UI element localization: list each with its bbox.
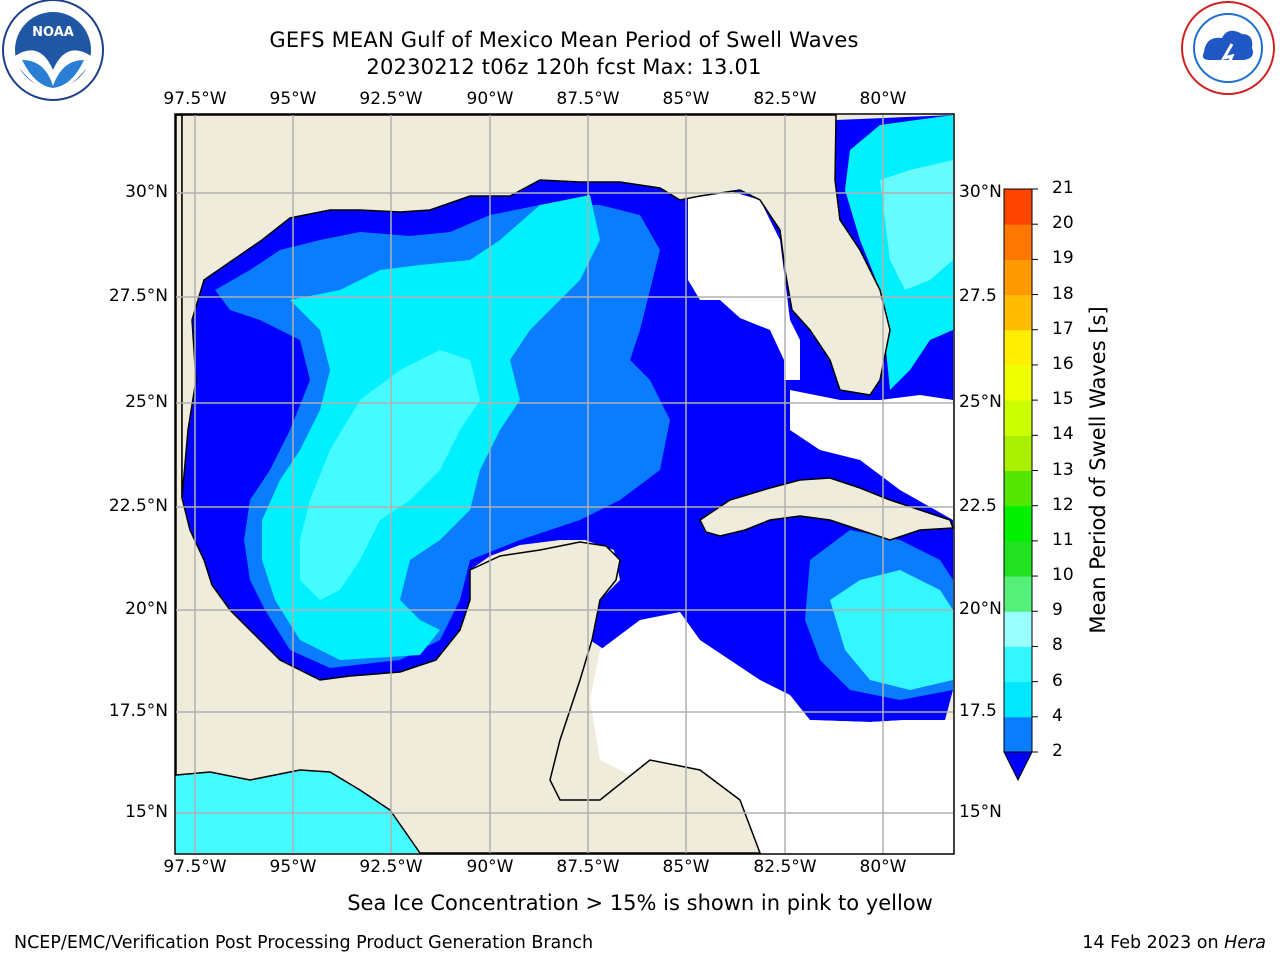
colorbar-tick-label: 6 <box>1052 670 1063 691</box>
colorbar-tick-label: 9 <box>1052 600 1063 621</box>
colorbar-tick-label: 13 <box>1052 459 1074 480</box>
colorbar-tick-label: 19 <box>1052 248 1074 269</box>
colorbar-segment <box>1004 576 1032 612</box>
lon-tick-top: 95°W <box>269 89 317 109</box>
footer-branch: NCEP/EMC/Verification Post Processing Pr… <box>14 933 594 953</box>
colorbar-segment <box>1004 611 1032 647</box>
no-data-east-gulf <box>688 188 800 380</box>
lon-tick-bottom: 87.5°W <box>556 857 620 877</box>
colorbar-label: Mean Period of Swell Waves [s] <box>1086 306 1110 634</box>
no-data-caribbean <box>590 612 953 853</box>
graticule <box>176 115 953 853</box>
lat-tick-left: 20°N <box>125 599 168 619</box>
noaa-logo-text: NOAA <box>32 25 74 40</box>
pacific-swell-zone <box>176 770 420 853</box>
lon-tick-bottom: 95°W <box>269 857 317 877</box>
lon-tick-top: 92.5°W <box>359 89 423 109</box>
colorbar-tick-label: 20 <box>1052 213 1074 234</box>
lat-tick-left: 27.5°N <box>108 286 168 306</box>
colorbar-tick-label: 14 <box>1052 424 1074 445</box>
colorbar-tick-label: 10 <box>1052 565 1074 586</box>
colorbar-tick-label: 21 <box>1052 178 1074 198</box>
colorbar-tick-label: 18 <box>1052 283 1074 304</box>
lon-tick-bottom: 92.5°W <box>359 857 423 877</box>
lat-tick-right: 22.5 <box>959 496 997 516</box>
colorbar-segment <box>1004 189 1032 225</box>
lat-tick-right: 20°N <box>959 599 1002 619</box>
colorbar-segment <box>1004 716 1032 753</box>
lon-tick-bottom: 80°W <box>859 857 907 877</box>
lon-tick-top: 82.5°W <box>753 89 817 109</box>
lat-tick-left: 17.5°N <box>108 701 168 721</box>
colorbar-tick-label: 4 <box>1052 705 1063 726</box>
lat-tick-left: 15°N <box>125 802 168 822</box>
colorbar-segment <box>1004 364 1032 401</box>
colorbar-segment <box>1004 400 1032 436</box>
map-frame <box>174 113 955 855</box>
colorbar <box>1003 188 1038 782</box>
yucatan-land <box>175 114 762 854</box>
lat-tick-right: 17.5 <box>959 701 997 721</box>
colorbar-segment <box>1004 435 1032 471</box>
footer-host: Hera <box>1224 933 1266 953</box>
lat-tick-right: 15°N <box>959 802 1002 822</box>
footer-date: 14 Feb 2023 on Hera <box>1082 932 1266 954</box>
colorbar-tick-label: 11 <box>1052 529 1074 550</box>
lon-tick-top: 87.5°W <box>556 89 620 109</box>
noaa-logo: NOAA <box>2 0 104 101</box>
lon-tick-bottom: 97.5°W <box>163 857 227 877</box>
lat-tick-left: 30°N <box>125 182 168 202</box>
colorbar-segment <box>1004 329 1032 366</box>
colorbar-tick-label: 15 <box>1052 389 1074 410</box>
plot-subtitle: 20230212 t06z 120h fcst Max: 13.01 <box>366 55 762 79</box>
lon-tick-bottom: 82.5°W <box>753 857 817 877</box>
colorbar-tick-label: 16 <box>1052 353 1074 374</box>
colorbar-segment <box>1004 540 1032 577</box>
nws-logo <box>1181 1 1275 95</box>
lat-tick-right: 30°N <box>959 182 1002 202</box>
colorbar-segment <box>1004 505 1032 542</box>
lat-tick-right: 27.5 <box>959 286 997 306</box>
cuba-land <box>699 477 955 541</box>
lon-tick-top: 90°W <box>466 89 514 109</box>
plot-title: GEFS MEAN Gulf of Mexico Mean Period of … <box>269 28 859 52</box>
us-gulf-coast-land <box>176 114 891 499</box>
lon-tick-bottom: 85°W <box>662 857 710 877</box>
colorbar-segment <box>1004 470 1032 507</box>
colorbar-segment <box>1004 681 1032 718</box>
colorbar-tick-label: 17 <box>1052 318 1074 339</box>
lon-tick-bottom: 90°W <box>466 857 514 877</box>
no-data-florida-strait <box>790 390 953 520</box>
lon-tick-top: 80°W <box>859 89 907 109</box>
colorbar-tick-label: 8 <box>1052 635 1063 656</box>
lat-tick-left: 25°N <box>125 392 168 412</box>
colorbar-segment <box>1004 646 1032 683</box>
lon-tick-top: 85°W <box>662 89 710 109</box>
colorbar-tick-label: 12 <box>1052 494 1074 515</box>
lat-tick-left: 22.5°N <box>108 496 168 516</box>
colorbar-segment <box>1004 224 1032 260</box>
colorbar-segment <box>1004 294 1032 331</box>
colorbar-segment <box>1004 259 1032 296</box>
swell-zone-8-9 <box>300 350 480 600</box>
colorbar-extend-arrow <box>1003 751 1033 782</box>
sea-ice-note: Sea Ice Concentration > 15% is shown in … <box>347 891 933 915</box>
caribbean-swell-zone-light <box>830 570 953 690</box>
footer-date-text: 14 Feb 2023 on <box>1082 933 1225 953</box>
lon-tick-top: 97.5°W <box>163 89 227 109</box>
colorbar-tick-label: 2 <box>1052 741 1063 761</box>
lat-tick-right: 25°N <box>959 392 1002 412</box>
